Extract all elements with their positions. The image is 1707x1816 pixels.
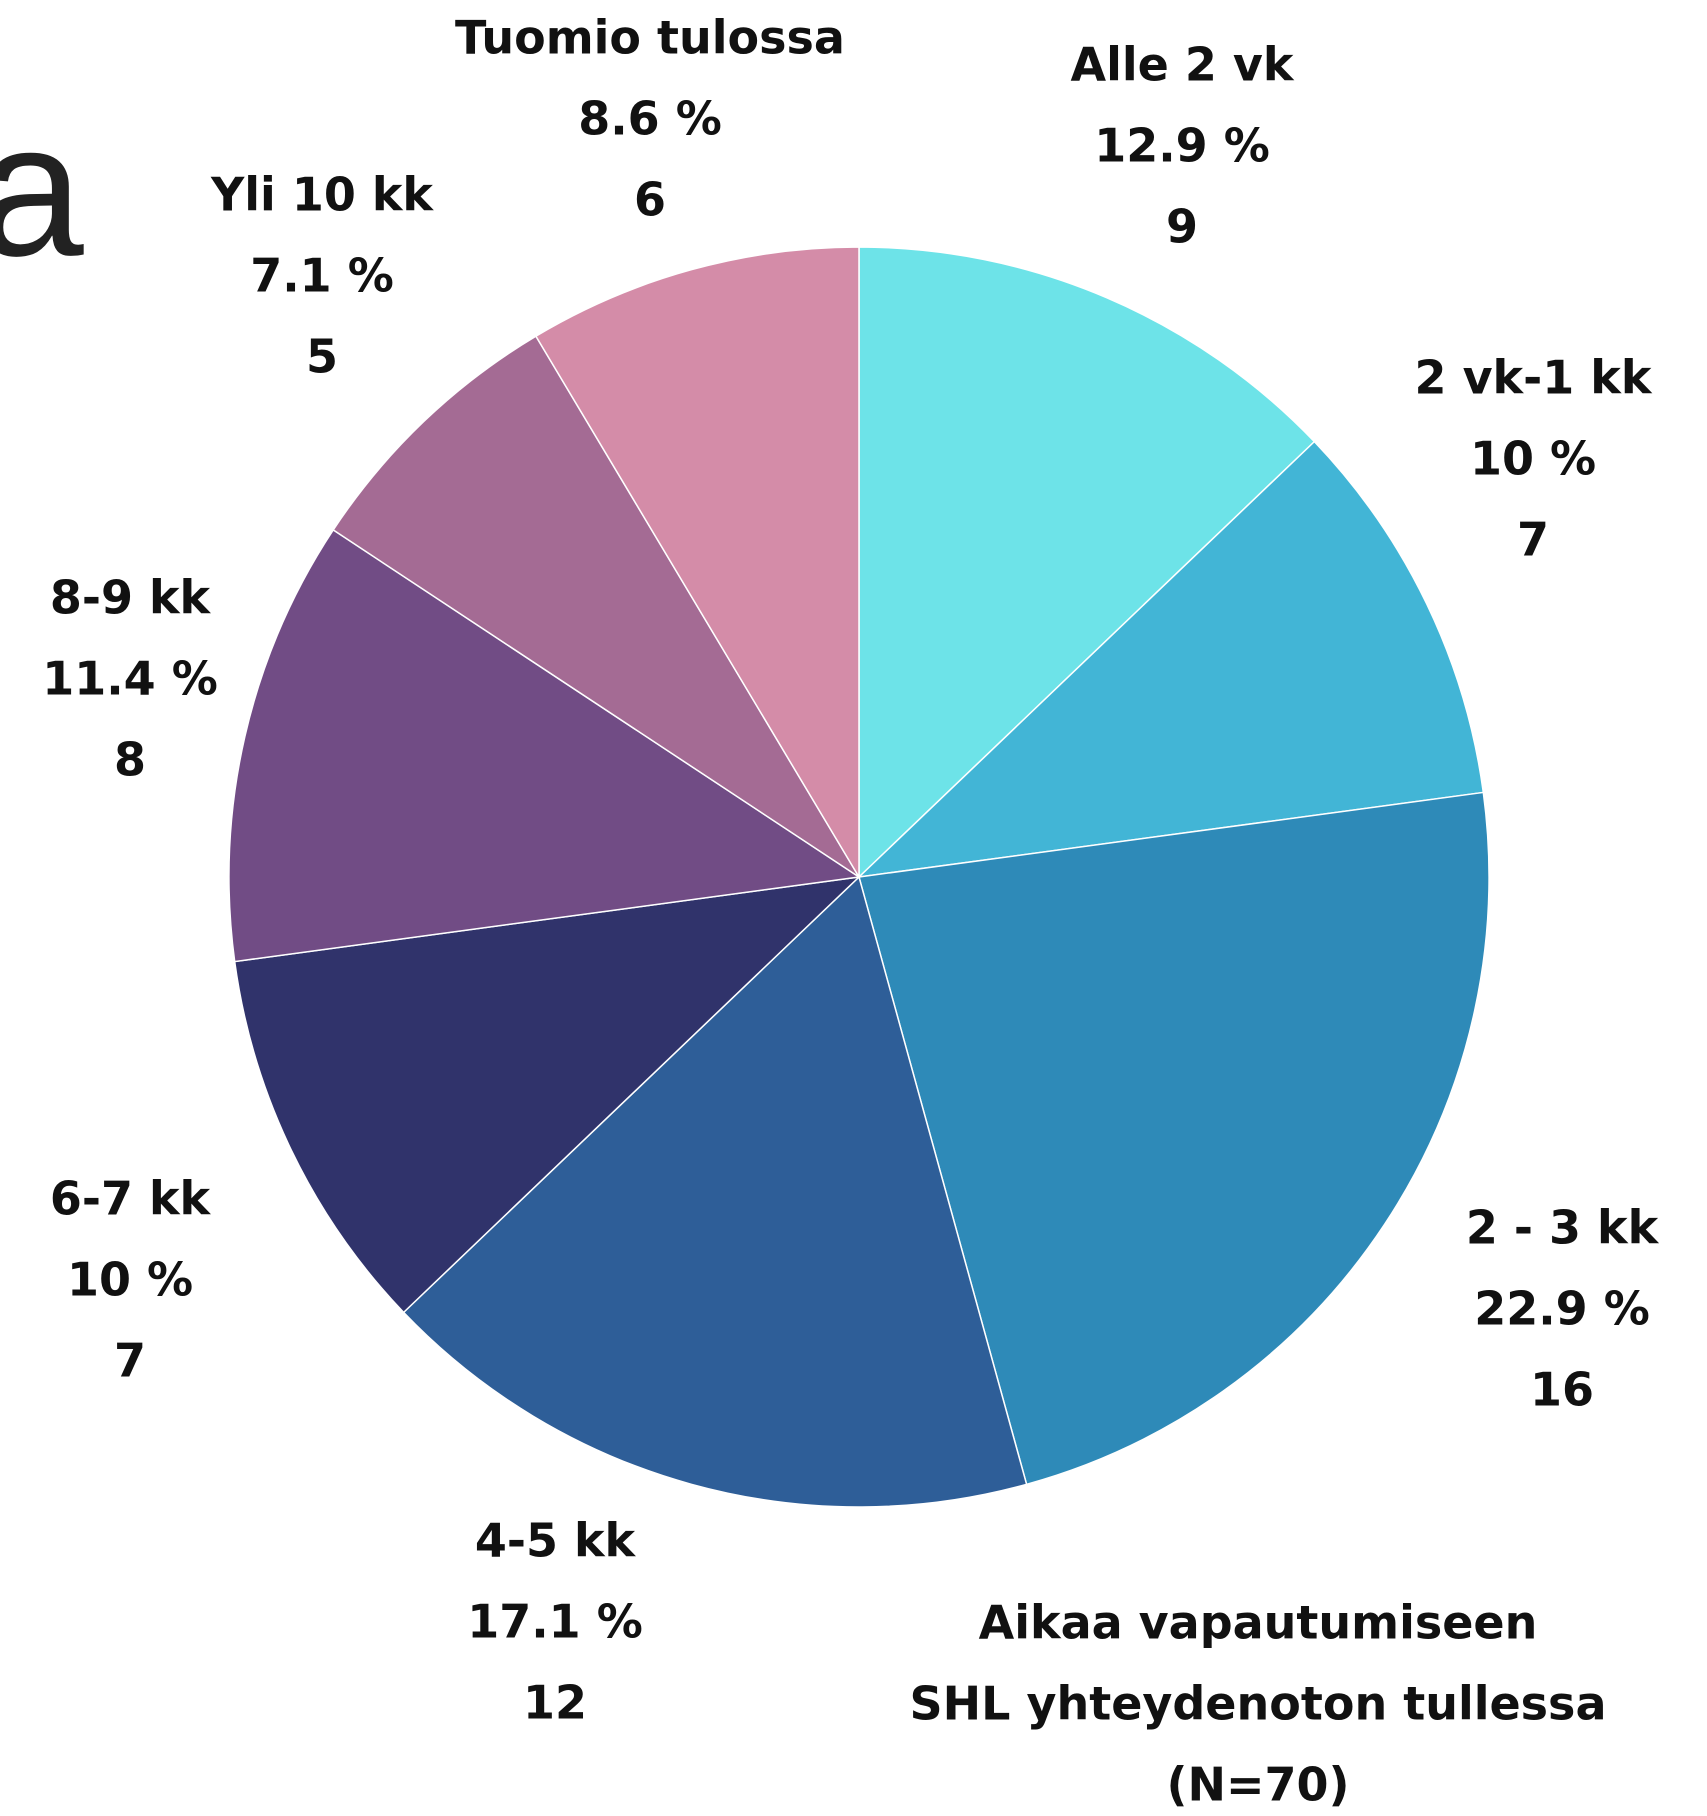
slice-label: 8-9 kk: [50, 571, 212, 625]
value-label: 7: [1517, 513, 1549, 567]
chart-title: SHL yhteydenoton tullessa: [910, 1677, 1607, 1731]
slice-label: 2 vk-1 kk: [1415, 351, 1653, 405]
percent-label: 10 %: [67, 1253, 193, 1307]
value-label: 8: [114, 733, 146, 787]
pie-slice: [402, 875, 1028, 1508]
chart-title: (N=70): [1166, 1758, 1349, 1812]
value-label: 9: [1166, 200, 1198, 254]
pie-slice: [233, 875, 862, 1314]
percent-label: 11.4 %: [42, 652, 218, 706]
slice-label: 4-5 kk: [475, 1514, 637, 1568]
percent-label: 7.1 %: [250, 249, 394, 303]
value-label: 6: [634, 173, 666, 227]
value-label: 7: [114, 1334, 146, 1388]
value-label: 5: [306, 330, 338, 384]
slice-label: Yli 10 kk: [210, 168, 434, 222]
background-text: a: [0, 84, 84, 296]
percent-label: 8.6 %: [578, 92, 722, 146]
slice-label: Tuomio tulossa: [455, 11, 845, 65]
value-label: 16: [1530, 1363, 1594, 1417]
pie-slice: [858, 791, 1490, 1486]
slice-label: 6-7 kk: [50, 1172, 212, 1226]
pie-slice: [332, 335, 860, 878]
pie-slice: [534, 246, 860, 880]
percent-label: 12.9 %: [1094, 119, 1270, 173]
percent-label: 17.1 %: [467, 1595, 643, 1649]
chart-title: Aikaa vapautumiseen: [979, 1596, 1538, 1650]
slice-label: 2 - 3 kk: [1466, 1201, 1660, 1255]
pie-slice: [856, 440, 1485, 879]
percent-label: 10 %: [1470, 432, 1596, 486]
pie-slice: [858, 246, 1316, 879]
value-label: 12: [523, 1676, 587, 1730]
percent-label: 22.9 %: [1474, 1282, 1650, 1336]
slice-label: Alle 2 vk: [1071, 38, 1295, 92]
pie-slice: [228, 528, 862, 963]
